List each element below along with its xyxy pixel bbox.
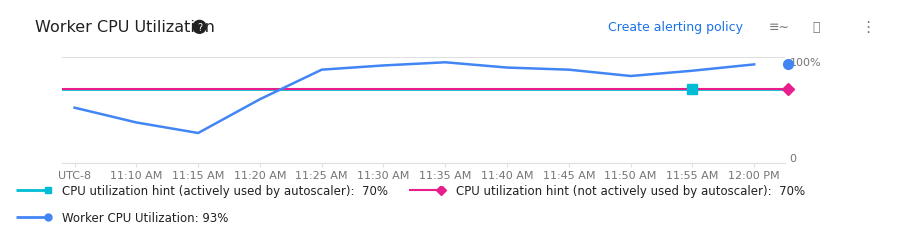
- Text: CPU utilization hint (not actively used by autoscaler):  70%: CPU utilization hint (not actively used …: [456, 184, 805, 197]
- Text: 0: 0: [790, 153, 797, 163]
- Text: ⨉: ⨉: [813, 21, 820, 34]
- Text: Worker CPU Utilization: Worker CPU Utilization: [35, 20, 215, 35]
- Text: ?: ?: [197, 23, 202, 33]
- Text: 100%: 100%: [790, 58, 822, 68]
- Text: CPU utilization hint (actively used by autoscaler):  70%: CPU utilization hint (actively used by a…: [62, 184, 388, 197]
- Text: ⋮: ⋮: [860, 20, 876, 35]
- Text: Create alerting policy: Create alerting policy: [608, 21, 744, 34]
- Text: ≡∼: ≡∼: [769, 21, 790, 34]
- Text: Worker CPU Utilization: 93%: Worker CPU Utilization: 93%: [62, 211, 229, 224]
